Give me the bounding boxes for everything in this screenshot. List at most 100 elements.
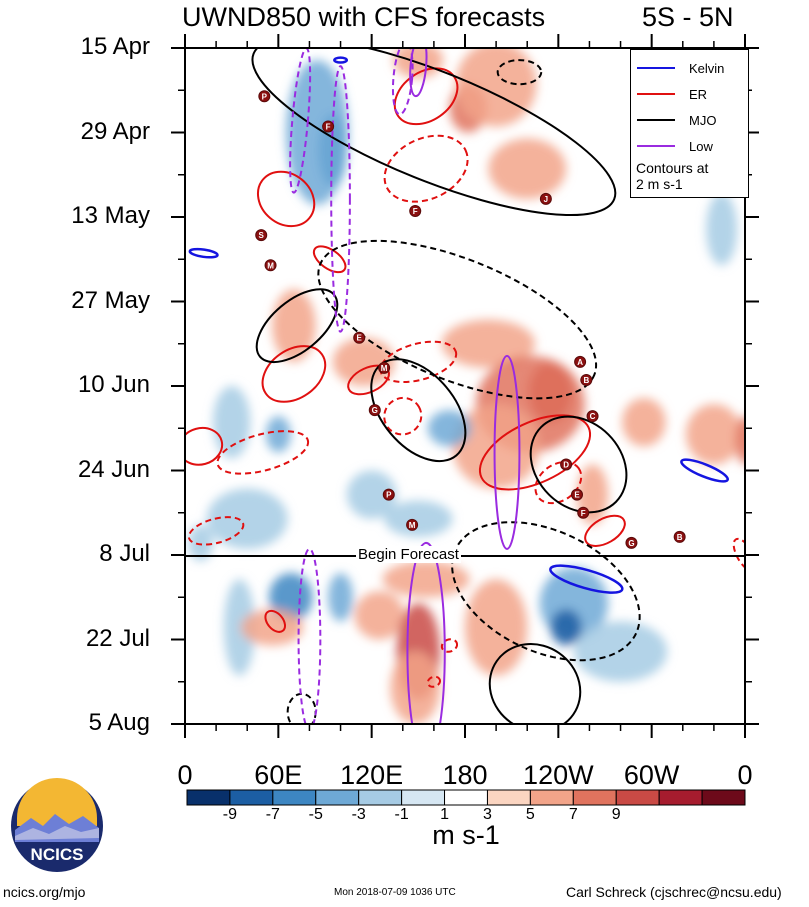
low-contour-33: [409, 48, 428, 98]
ncics-logo[interactable]: NCICS: [9, 778, 105, 874]
colorbar-segment-0: [186, 789, 231, 806]
legend-note: Contours at 2 m s-1: [636, 160, 708, 192]
storm-marker-circle-16: [382, 488, 395, 501]
storm-marker-circle-0: [258, 90, 271, 103]
er-contour-18: [187, 516, 245, 546]
er-contour-20: [426, 675, 441, 688]
anomaly-patch-31: [550, 609, 582, 646]
x-tick-label-1: 60E: [254, 760, 303, 790]
anomaly-patch-12: [427, 410, 472, 447]
storm-marker-13: F: [577, 506, 590, 519]
anomaly-patch-13: [265, 416, 291, 453]
anomaly-patch-8: [441, 319, 535, 368]
legend-label-low: Low: [689, 138, 713, 154]
anomaly-patch-3: [455, 48, 537, 127]
storm-marker-label-18: F: [413, 207, 418, 216]
legend-item-kelvin: Kelvin: [637, 60, 724, 76]
storm-marker-circle-10: [586, 410, 599, 423]
er-contour-9: [584, 514, 626, 547]
anomaly-patch-11: [452, 404, 540, 489]
mjo-contour-26: [488, 643, 582, 724]
legend-label-kelvin: Kelvin: [689, 60, 725, 76]
anomaly-patch-23: [328, 573, 353, 622]
logo-ridge: [15, 826, 99, 840]
anomaly-patch-5: [488, 138, 567, 199]
storm-marker-circle-7: [368, 404, 381, 417]
storm-marker-circle-9: [580, 373, 593, 386]
storm-marker-label-5: E: [357, 334, 363, 343]
anomaly-patch-21: [188, 524, 213, 562]
storm-marker-label-9: B: [583, 376, 589, 385]
legend-swatch-mjo: [637, 119, 675, 121]
colorbar-segment-4: [358, 789, 403, 806]
colorbar-label-5: 1: [440, 806, 449, 823]
colorbar-segment-8: [529, 789, 574, 806]
colorbar-label-3: -3: [351, 806, 366, 823]
colorbar-segment-11: [658, 789, 703, 806]
storm-marker-8: A: [574, 355, 587, 368]
colorbar-segment-10: [615, 789, 660, 806]
wave-contours: [185, 48, 745, 724]
legend-label-mjo: MJO: [689, 112, 717, 128]
storm-marker-label-11: D: [563, 460, 569, 469]
legend-swatch-kelvin: [637, 67, 675, 69]
storm-marker-circle-3: [255, 229, 268, 242]
storm-marker-circle-13: [577, 506, 590, 519]
storm-marker-label-15: B: [677, 533, 683, 542]
colorbar-segment-1: [229, 789, 274, 806]
mjo-contour-22: [251, 48, 617, 217]
storm-marker-7: G: [368, 404, 381, 417]
y-tick-label-3: 27 May: [71, 286, 150, 314]
er-contour-5: [256, 170, 316, 228]
colorbar-segment-9: [572, 789, 617, 806]
er-contour-15: [216, 430, 310, 475]
colorbar-label-2: -5: [308, 806, 323, 823]
colorbar-label-9: 9: [611, 806, 621, 823]
er-contour-17: [534, 460, 583, 505]
anomaly-patch-22: [269, 573, 313, 622]
legend-label-er: ER: [689, 86, 708, 102]
anomaly-patch-25: [241, 609, 304, 646]
storm-marker-circle-4: [264, 259, 277, 272]
low-contour-36: [330, 65, 351, 333]
storm-marker-circle-12: [571, 488, 583, 501]
footer-url[interactable]: ncics.org/mjo: [3, 884, 86, 900]
storm-marker-circle-18: [409, 204, 422, 217]
colorbar-segment-12: [701, 789, 746, 806]
anomaly-patch-16: [685, 404, 742, 465]
storm-marker-14: G: [625, 536, 638, 549]
storm-marker-label-3: S: [259, 231, 265, 240]
storm-marker-16: P: [382, 488, 395, 501]
x-tick-label-4: 120W: [523, 760, 594, 790]
region-label: 5S - 5N: [642, 2, 734, 32]
legend-item-mjo: MJO: [637, 112, 716, 128]
colorbar-segment-5: [401, 789, 446, 806]
kelvin-contour-2: [188, 247, 219, 259]
anomaly-patch-33: [382, 561, 470, 598]
er-contour-16: [383, 396, 423, 436]
storm-marker-1: F: [322, 120, 335, 133]
y-tick-label-7: 22 Jul: [85, 624, 150, 652]
storm-marker-2: J: [539, 192, 552, 205]
anomaly-patch-26: [354, 591, 405, 640]
y-tick-label-8: 5 Aug: [88, 709, 150, 736]
storm-marker-label-12: E: [574, 491, 580, 500]
er-contour-11: [264, 609, 287, 633]
colorbar-label-4: -1: [394, 806, 409, 823]
logo-text: NCICS: [31, 845, 84, 864]
anomaly-patch-28: [390, 651, 441, 724]
mjo-contour-27: [317, 239, 598, 400]
storm-marker-circle-5: [353, 331, 366, 344]
storm-marker-15: B: [673, 530, 686, 543]
legend-item-er: ER: [637, 86, 707, 102]
storm-marker-circle-14: [625, 536, 638, 549]
anomaly-patch-7: [332, 337, 395, 386]
y-tick-label-4: 10 Jun: [77, 371, 150, 398]
colorbar-segment-6: [444, 789, 488, 806]
storm-marker-label-17: M: [409, 521, 416, 530]
x-tick-label-6: 0: [737, 760, 753, 790]
storm-marker-circle-2: [539, 192, 552, 205]
colorbar-label-0: -9: [222, 806, 238, 823]
anomaly-patch-6: [272, 289, 316, 362]
legend-note-line-1: Contours at: [636, 160, 709, 176]
